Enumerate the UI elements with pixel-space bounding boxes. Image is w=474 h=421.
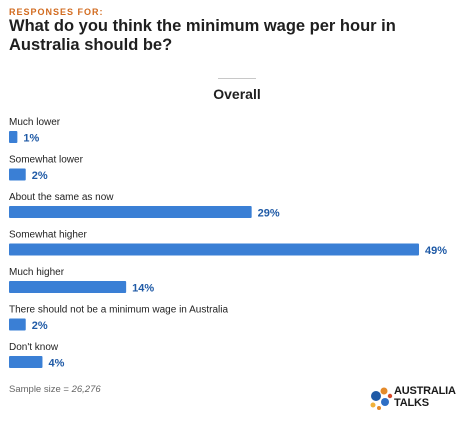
- category-label: Don't know: [9, 342, 59, 353]
- divider: [218, 78, 256, 79]
- value-label: 4%: [48, 358, 64, 370]
- category-label: Much lower: [9, 117, 61, 128]
- sample-size: Sample size = 26,276: [9, 384, 101, 395]
- chart-subtitle: Overall: [213, 86, 261, 102]
- bar: [9, 206, 252, 218]
- value-label: 2%: [32, 320, 48, 332]
- category-label: Much higher: [9, 267, 65, 278]
- value-label: 1%: [23, 133, 39, 145]
- sample-size-value: 26,276: [71, 384, 101, 395]
- kicker: RESPONSES FOR:: [9, 7, 104, 17]
- bar: [9, 243, 419, 256]
- logo-text: AUSTRALIA TALKS: [394, 385, 456, 409]
- sample-size-label: Sample size =: [9, 384, 72, 395]
- australia-talks-logo: AUSTRALIA TALKS: [370, 383, 470, 411]
- category-label: About the same as now: [9, 192, 114, 203]
- category-label: Somewhat lower: [9, 155, 84, 166]
- value-label: 49%: [425, 245, 447, 257]
- chart-title: What do you think the minimum wage per h…: [9, 17, 396, 54]
- category-label: There should not be a minimum wage in Au…: [9, 305, 228, 316]
- bar-chart: Much lower 1% Somewhat lower 2% About the sa…: [9, 117, 447, 370]
- dots-icon: [370, 387, 393, 410]
- value-label: 29%: [258, 208, 280, 220]
- bar: [9, 318, 26, 331]
- bar: [9, 131, 18, 143]
- value-label: 14%: [132, 283, 154, 295]
- category-label: Somewhat higher: [9, 230, 87, 241]
- logo-line-2: TALKS: [394, 397, 429, 409]
- bar: [9, 356, 43, 368]
- logo-line-1: AUSTRALIA: [394, 385, 456, 397]
- bar: [9, 168, 26, 181]
- bar: [9, 281, 127, 293]
- value-label: 2%: [32, 170, 48, 182]
